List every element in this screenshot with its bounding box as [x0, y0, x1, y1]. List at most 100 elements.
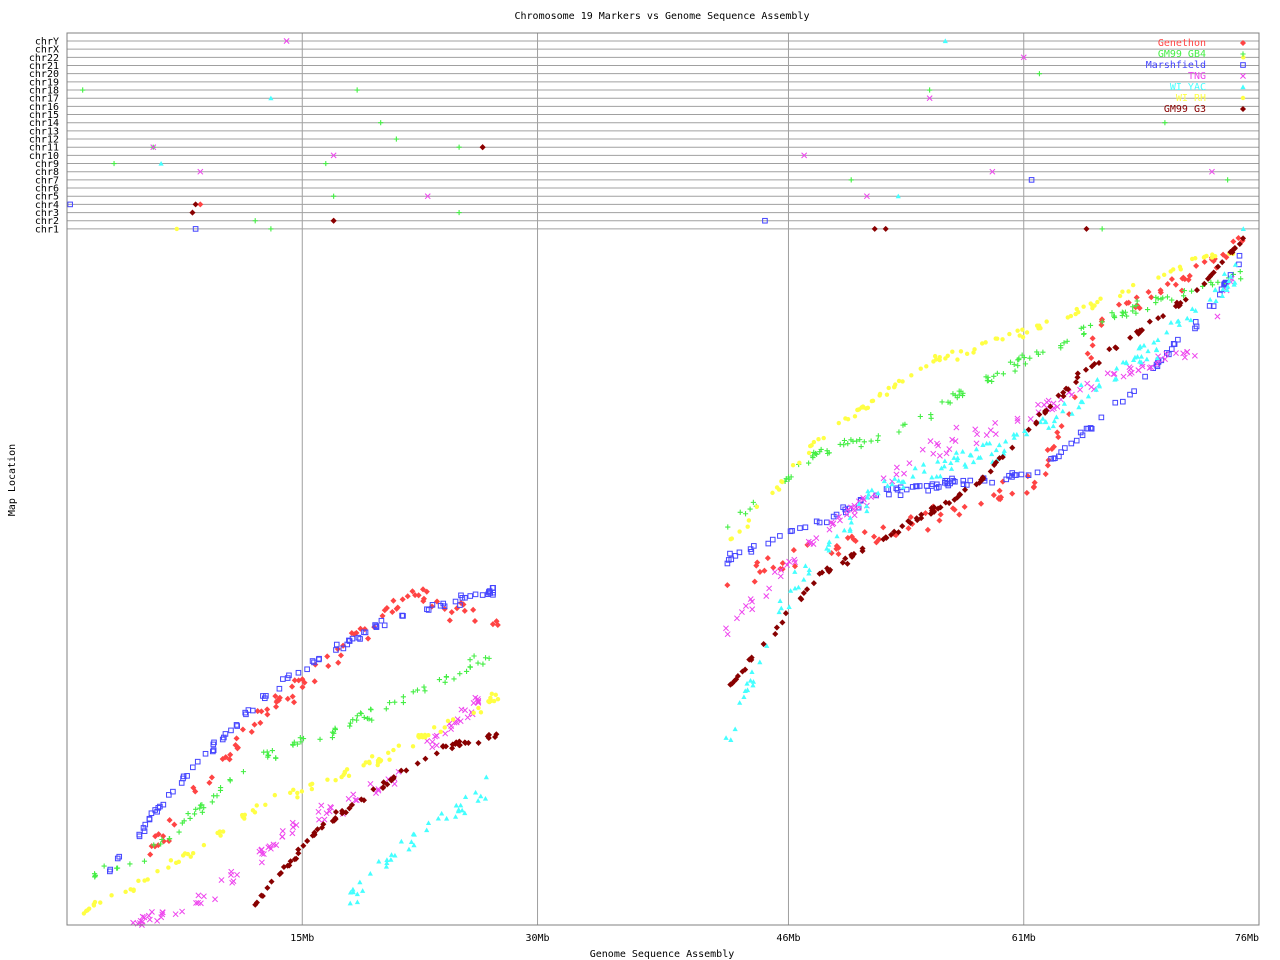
plus-point [1022, 361, 1029, 367]
square-point [486, 589, 492, 595]
square-point [355, 634, 362, 641]
plus-point [1099, 319, 1105, 325]
star-point [1081, 304, 1086, 309]
triangle-point [953, 450, 959, 455]
square-point [452, 598, 459, 605]
cross-point [992, 431, 999, 438]
square-point [989, 479, 995, 486]
plus-point [386, 700, 393, 706]
star-point [131, 888, 136, 894]
star-point [410, 744, 416, 749]
triangle-point [967, 452, 973, 457]
cross-point [810, 541, 817, 547]
triangle-point [834, 533, 840, 539]
plus-point [812, 450, 819, 457]
triangle-point [444, 815, 450, 821]
square-point [897, 492, 904, 499]
star-point [86, 906, 92, 911]
diamond-point [1182, 296, 1189, 303]
square-point [747, 546, 754, 552]
diamond-point [1168, 276, 1175, 283]
star-point [272, 792, 278, 798]
plus-point [357, 710, 364, 716]
triangle-point [935, 458, 941, 464]
diamond-point [399, 596, 406, 603]
star-point [489, 691, 495, 697]
diamond-point [734, 673, 741, 680]
cross-point [258, 859, 265, 866]
cross-point [391, 780, 398, 787]
star-point [809, 443, 814, 448]
star-point [422, 735, 428, 740]
square-point [357, 636, 363, 642]
triangle-point [1096, 382, 1102, 388]
legend-label: WI YAC [1170, 82, 1206, 93]
diamond-point [833, 542, 840, 549]
triangle-point [801, 576, 807, 582]
plus-point [1144, 306, 1151, 313]
square-point [751, 543, 757, 549]
star-point [836, 420, 842, 426]
cross-point [179, 908, 186, 915]
star-point [877, 393, 882, 398]
triangle-point [865, 488, 871, 494]
square-point [928, 483, 935, 489]
cross-point [749, 606, 756, 613]
cross-point [771, 569, 778, 576]
cross-point [1014, 415, 1021, 422]
star-point [924, 364, 929, 369]
cross-point [734, 615, 740, 622]
plus-point [950, 391, 956, 397]
plus-point [1237, 268, 1243, 275]
plus-point [1058, 342, 1064, 349]
plus-point [858, 443, 864, 450]
star-point [201, 842, 207, 848]
square-point [346, 637, 352, 644]
triangle-point [357, 879, 363, 885]
cross-point [193, 899, 200, 906]
cross-point [433, 732, 440, 739]
diamond-point [1082, 366, 1089, 373]
diamond-point [913, 515, 920, 522]
triangle-point [747, 677, 754, 683]
diamond-point [433, 750, 440, 757]
diamond-point [1181, 276, 1188, 283]
plus-point [92, 872, 99, 878]
triangle-point [802, 563, 809, 568]
diamond-point [448, 609, 455, 616]
star-point [495, 696, 501, 702]
square-point [789, 527, 795, 534]
plus-point [737, 509, 743, 515]
star-point [845, 416, 851, 422]
triangle-point [354, 899, 361, 905]
diamond-point [1236, 241, 1243, 248]
diamond-point [291, 677, 298, 684]
star-point [339, 774, 344, 780]
chart-title: Chromosome 19 Markers vs Genome Sequence… [514, 11, 809, 22]
triangle-point [892, 476, 898, 481]
data-points [67, 38, 1247, 928]
square-point [140, 825, 147, 831]
star-point [476, 705, 481, 711]
star-point [1161, 272, 1167, 278]
cross-point [893, 464, 900, 471]
diamond-point [390, 774, 397, 781]
star-point [220, 829, 226, 834]
cross-point [791, 556, 798, 563]
plus-point [1034, 349, 1040, 355]
square-point [797, 525, 803, 531]
diamond-point [284, 695, 291, 702]
x-axis-label: Genome Sequence Assembly [590, 949, 735, 960]
triangle-point [1207, 296, 1213, 302]
triangle-point [993, 447, 999, 453]
chromosome-row-label: chr11 [29, 143, 59, 154]
square-point [437, 602, 444, 609]
chromosome-row-label: chr13 [29, 126, 59, 137]
cross-point [279, 828, 286, 834]
triangle-point [1232, 280, 1238, 285]
cross-point [234, 871, 240, 878]
triangle-point [1022, 428, 1028, 433]
diamond-point [1055, 434, 1062, 441]
diamond-point [471, 617, 479, 625]
square-point [1068, 440, 1075, 447]
